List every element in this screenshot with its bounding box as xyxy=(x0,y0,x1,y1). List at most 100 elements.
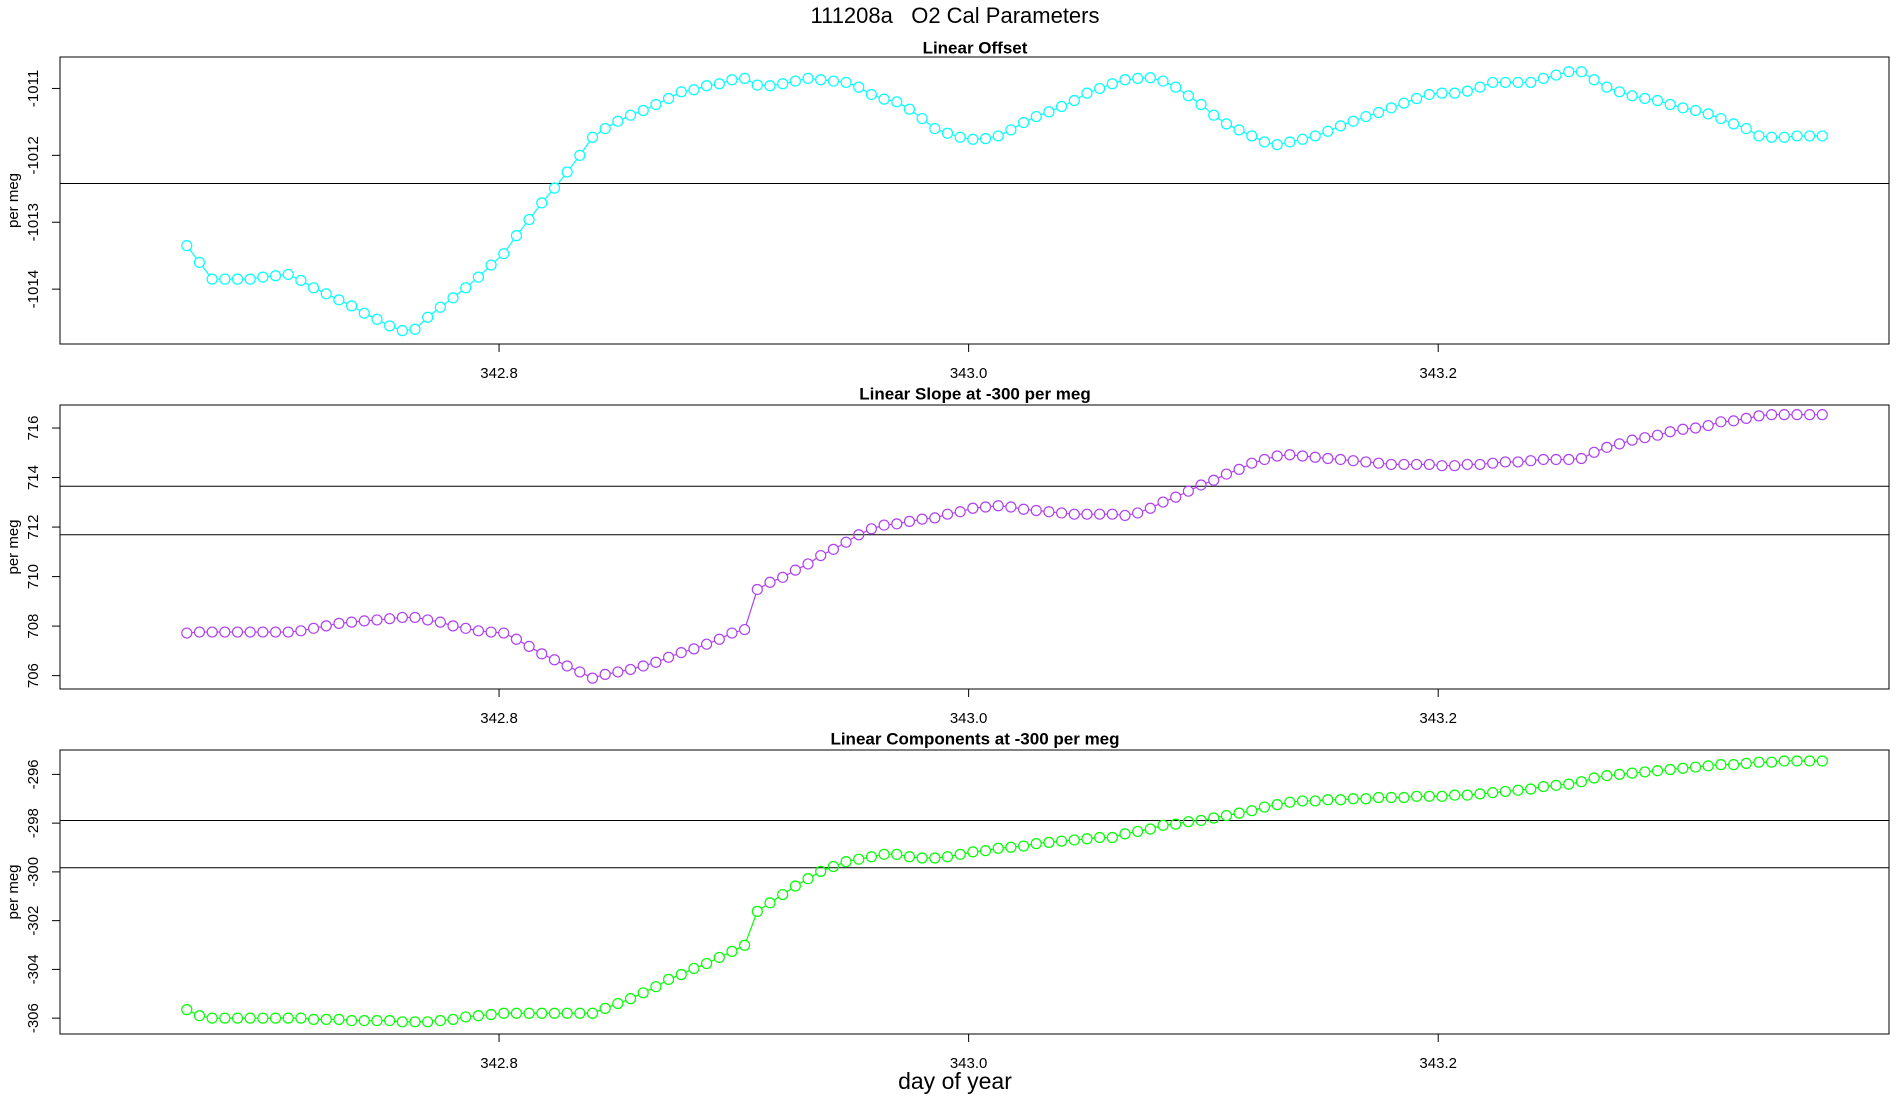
y-tick-label: -1013 xyxy=(25,203,42,241)
data-point xyxy=(1347,115,1359,127)
y-axis-label: per meg xyxy=(5,864,22,919)
connector xyxy=(786,888,792,893)
connector xyxy=(761,905,767,910)
data-point xyxy=(244,626,256,638)
data-point xyxy=(1271,450,1283,462)
x-tick-label: 342.8 xyxy=(480,710,518,727)
data-point xyxy=(701,80,713,92)
data-point xyxy=(1106,831,1118,844)
data-point xyxy=(206,273,218,285)
data-point xyxy=(295,1012,307,1024)
connector xyxy=(292,276,297,279)
data-point xyxy=(206,1012,218,1024)
connector xyxy=(381,321,386,325)
data-point xyxy=(865,851,878,863)
data-point xyxy=(358,1014,370,1027)
panel-title: Linear Components at -300 per meg xyxy=(830,729,1119,748)
data-point xyxy=(1296,450,1309,462)
data-point xyxy=(1601,81,1613,93)
data-point xyxy=(282,626,294,638)
data-point xyxy=(599,1002,611,1015)
data-point xyxy=(1284,136,1296,148)
data-point xyxy=(650,656,662,668)
data-point xyxy=(954,848,966,860)
data-point xyxy=(1246,805,1258,817)
y-tick-label: 712 xyxy=(25,515,42,540)
data-point xyxy=(662,973,675,985)
data-point xyxy=(789,75,801,87)
data-point xyxy=(1398,97,1410,109)
data-point xyxy=(1208,812,1220,824)
data-point xyxy=(586,1007,599,1019)
data-point xyxy=(257,626,269,638)
connector xyxy=(507,634,513,638)
data-point xyxy=(1233,463,1245,475)
data-point xyxy=(561,1007,573,1019)
data-point xyxy=(561,660,573,672)
data-point xyxy=(1005,124,1017,136)
x-tick-label: 342.8 xyxy=(480,1055,518,1072)
data-point xyxy=(1740,412,1752,424)
connector xyxy=(761,584,766,588)
data-point xyxy=(840,536,852,548)
connector xyxy=(456,290,463,296)
connector xyxy=(748,80,754,84)
data-point xyxy=(434,1014,446,1027)
data-point xyxy=(1778,409,1790,421)
plot-frame xyxy=(59,56,1890,345)
connector xyxy=(520,641,526,645)
connector xyxy=(837,544,843,548)
data-point xyxy=(1132,825,1144,838)
data-point xyxy=(1436,790,1448,802)
data-point xyxy=(485,1008,497,1021)
data-point xyxy=(713,633,725,645)
data-point xyxy=(1601,769,1613,782)
connector xyxy=(660,658,665,661)
data-point xyxy=(1727,759,1740,771)
data-point xyxy=(1144,823,1156,835)
connector xyxy=(774,578,779,582)
data-point xyxy=(269,270,282,282)
data-point xyxy=(650,98,662,111)
data-point xyxy=(434,616,446,628)
data-point xyxy=(815,865,827,878)
connector xyxy=(544,191,552,200)
data-point xyxy=(624,109,637,121)
y-tick-label: -296 xyxy=(25,759,42,789)
data-point xyxy=(1271,139,1283,151)
data-point xyxy=(1094,82,1106,95)
data-point xyxy=(536,1007,548,1019)
data-point xyxy=(764,576,776,588)
data-point xyxy=(637,660,649,672)
data-point xyxy=(282,268,294,281)
data-point xyxy=(1778,755,1790,767)
connector xyxy=(745,915,757,941)
data-point xyxy=(1537,780,1549,793)
connector xyxy=(723,634,728,638)
data-point xyxy=(1056,835,1068,847)
data-point xyxy=(1233,807,1245,819)
connector xyxy=(1027,118,1032,121)
data-point xyxy=(460,1011,472,1023)
connector xyxy=(711,640,715,643)
data-point xyxy=(992,842,1004,854)
data-point xyxy=(1689,761,1702,773)
data-point xyxy=(1740,122,1752,135)
data-point xyxy=(1233,124,1245,136)
connector xyxy=(1002,131,1007,135)
data-point xyxy=(701,957,713,970)
data-point xyxy=(1360,793,1372,805)
data-point xyxy=(320,288,332,300)
x-tick-label: 343.0 xyxy=(950,1055,988,1072)
connector xyxy=(546,655,551,659)
data-point xyxy=(1487,76,1499,89)
data-point xyxy=(701,638,713,650)
data-point xyxy=(840,856,852,868)
data-point xyxy=(599,122,611,135)
data-point xyxy=(1766,756,1778,768)
connector xyxy=(368,314,373,318)
data-point xyxy=(485,259,497,271)
x-tick-label: 343.2 xyxy=(1419,710,1457,727)
data-point xyxy=(1550,779,1562,791)
data-point xyxy=(789,564,801,576)
